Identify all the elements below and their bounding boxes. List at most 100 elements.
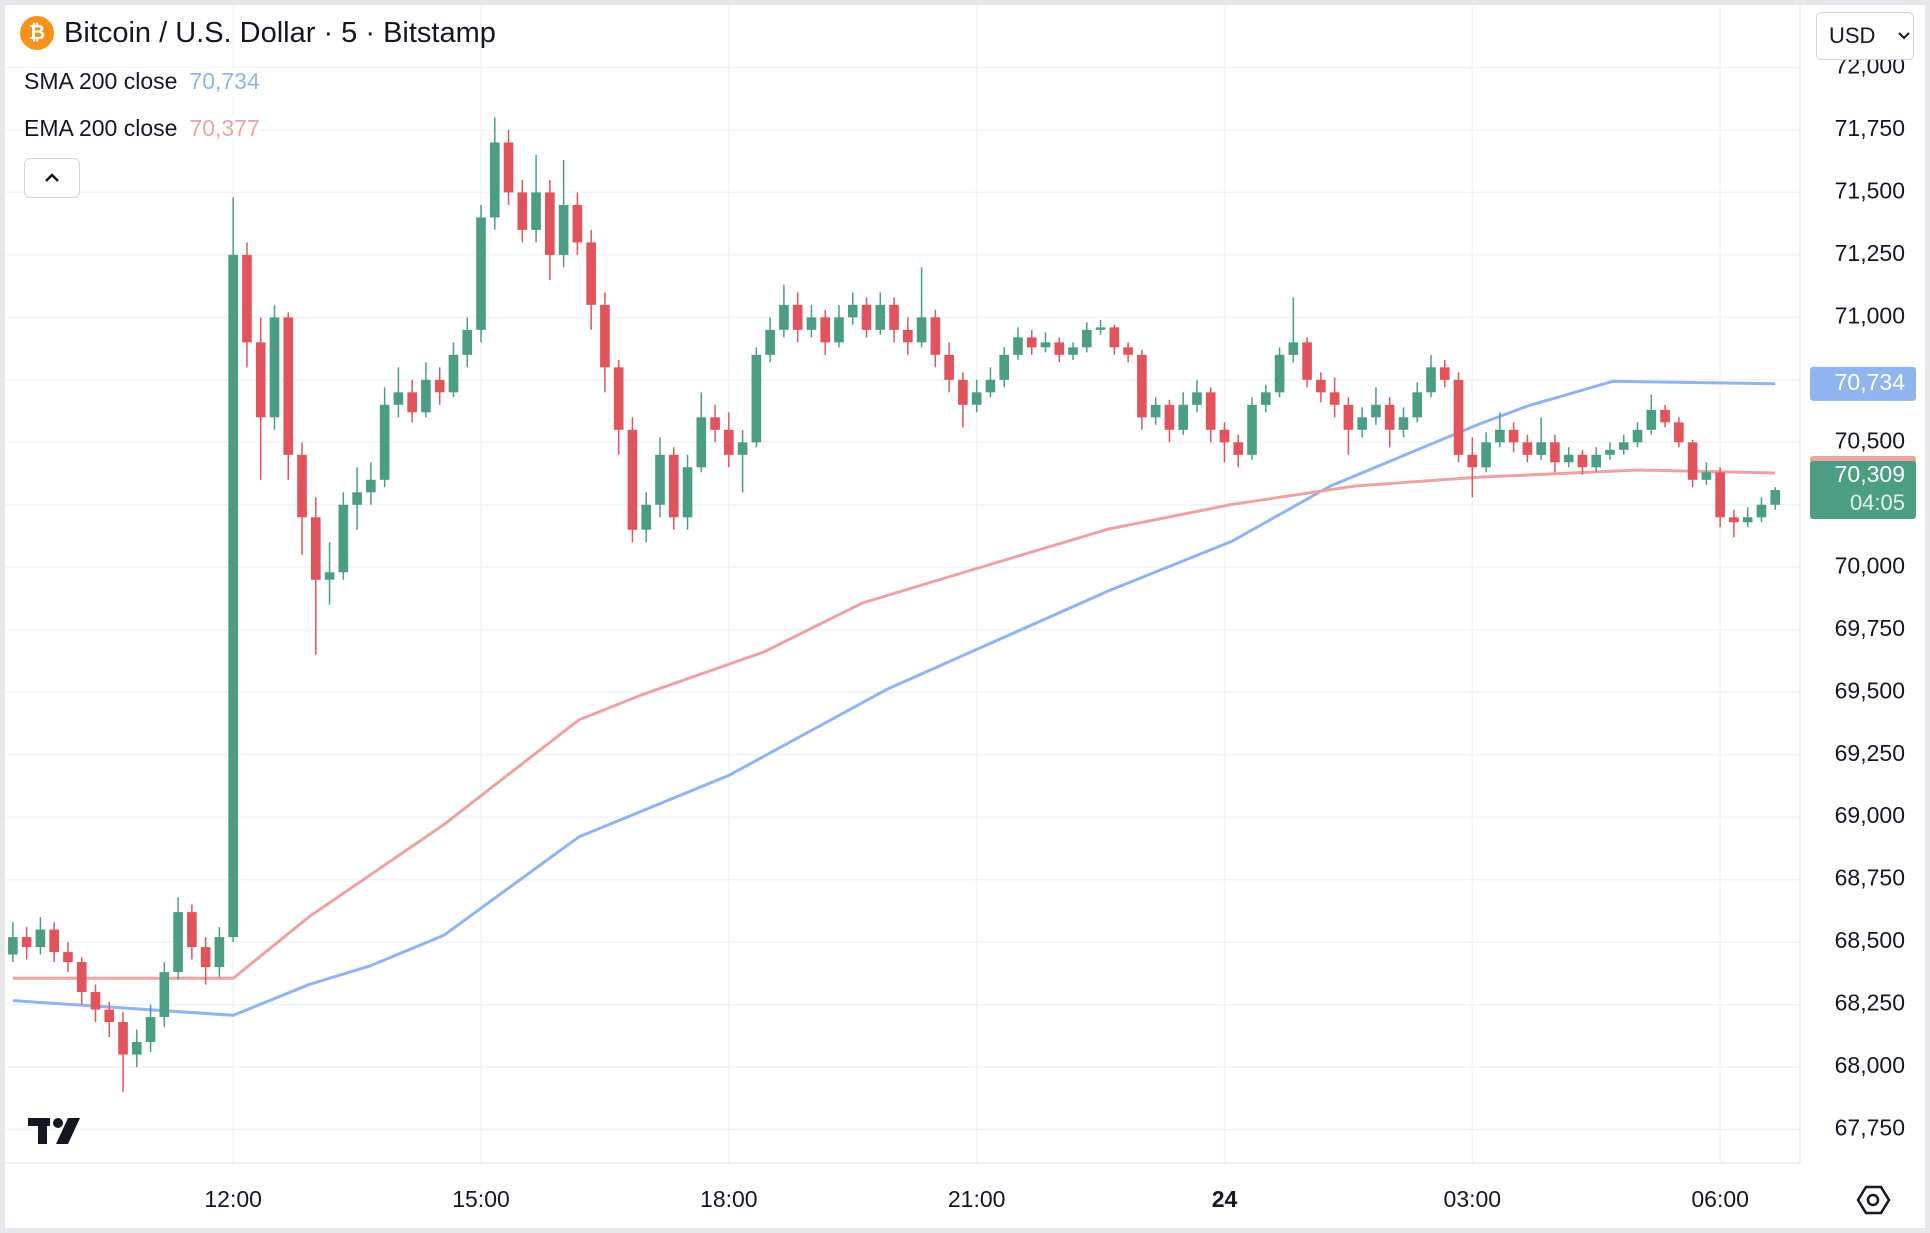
y-tick-label: 71,750 — [1835, 115, 1905, 141]
candle-body — [875, 304, 886, 330]
candle-body — [531, 192, 541, 230]
candle-body — [434, 379, 445, 393]
candle-body — [724, 429, 734, 455]
candle-body — [861, 304, 872, 330]
candle-body — [1302, 342, 1312, 380]
candle-body — [999, 354, 1010, 380]
candle-body — [352, 492, 362, 505]
candle-body — [696, 417, 707, 468]
candle-body — [1770, 490, 1781, 505]
candle-body — [421, 379, 431, 413]
legend-name: EMA 200 close — [24, 115, 178, 141]
candle-body — [1329, 392, 1340, 405]
candle-body — [737, 442, 748, 455]
candle-body — [1701, 472, 1712, 480]
candle-body — [1660, 409, 1670, 423]
x-tick-label: 03:00 — [1444, 1186, 1502, 1212]
candle-body — [1632, 429, 1643, 443]
candle-body — [1137, 354, 1147, 418]
candle-body — [1357, 417, 1367, 430]
candle-body — [1081, 329, 1092, 348]
y-tick-label: 69,000 — [1835, 802, 1905, 828]
header: ₿ Bitcoin / U.S. Dollar · 5 · Bitstamp — [20, 16, 496, 50]
x-tick-label: 21:00 — [948, 1186, 1006, 1212]
candle-body — [90, 992, 101, 1010]
candle-body — [1550, 442, 1560, 463]
candle-body — [448, 354, 459, 393]
candle-body — [21, 937, 32, 948]
x-tick-label: 12:00 — [204, 1186, 262, 1212]
y-tick-label: 68,250 — [1835, 990, 1905, 1016]
legend-name: SMA 200 close — [24, 68, 178, 94]
candle-body — [1495, 429, 1505, 443]
candle-body — [1674, 422, 1684, 443]
candle-body — [49, 929, 60, 953]
ma-line — [12, 379, 1776, 1017]
candle-body — [668, 454, 679, 518]
candle-body — [641, 504, 652, 530]
candle-body — [889, 304, 899, 330]
settings-icon[interactable] — [1856, 1185, 1891, 1215]
candle-body — [1013, 337, 1023, 355]
x-tick-label: 24 — [1212, 1186, 1238, 1212]
y-tick-label: 70,000 — [1835, 552, 1905, 578]
candle-body — [1715, 472, 1725, 518]
candle-body — [1756, 504, 1767, 518]
price-tag — [1810, 366, 1916, 401]
candle-body — [324, 572, 335, 580]
countdown: 04:05 — [1850, 490, 1905, 515]
candle-body — [1384, 404, 1395, 430]
collapse-button[interactable] — [24, 158, 80, 198]
candle-body — [379, 404, 390, 480]
y-tick-label: 69,500 — [1835, 677, 1905, 703]
candle-body — [751, 354, 762, 443]
candle-body — [1164, 404, 1175, 430]
candle-body — [1040, 342, 1051, 348]
candle-body — [1247, 404, 1257, 455]
tv-logo — [28, 1118, 80, 1144]
y-tick-label: 67,750 — [1835, 1115, 1905, 1141]
y-tick-label: 71,000 — [1835, 302, 1905, 328]
candle-body — [586, 242, 596, 305]
candle-body — [1481, 442, 1491, 468]
candle-body — [1605, 449, 1615, 455]
x-tick-label: 18:00 — [700, 1186, 758, 1212]
candle-body — [820, 317, 831, 343]
candle-body — [1192, 392, 1202, 405]
candle-body — [1343, 404, 1354, 430]
legend-ema: EMA 200 close 70,377 — [24, 115, 260, 142]
candle-body — [76, 962, 87, 993]
candle-body — [1563, 454, 1574, 463]
candle-body — [572, 204, 583, 243]
y-tick-label: 69,750 — [1835, 615, 1905, 641]
candle-body — [283, 317, 294, 455]
x-tick-label: 15:00 — [452, 1186, 510, 1212]
ma-line — [12, 468, 1776, 980]
candle-body — [1453, 379, 1464, 455]
candle-body — [242, 254, 252, 343]
candle-body — [145, 1017, 156, 1043]
candle-body — [655, 454, 665, 505]
candle-body — [462, 329, 473, 355]
y-tick-label: 70,500 — [1835, 427, 1905, 453]
candle-body — [600, 304, 610, 368]
currency: USD — [1829, 23, 1876, 48]
candle-body — [627, 429, 638, 530]
candle-body — [476, 217, 486, 330]
candle-body — [1687, 442, 1698, 480]
candle-body — [1371, 404, 1381, 418]
y-tick-label: 71,250 — [1835, 240, 1905, 266]
candle-body — [503, 142, 514, 193]
candle-body — [1398, 417, 1409, 430]
currency-select[interactable]: USD — [1816, 12, 1914, 60]
candle-body — [1288, 342, 1299, 355]
candle-body — [1522, 442, 1533, 455]
candle-body — [710, 417, 720, 430]
plot-area — [8, 117, 1781, 1093]
candle-body — [1123, 347, 1133, 355]
candle-body — [517, 192, 528, 230]
candle-body — [338, 504, 349, 573]
candle-body — [1054, 342, 1065, 355]
candle-body — [1536, 442, 1546, 455]
